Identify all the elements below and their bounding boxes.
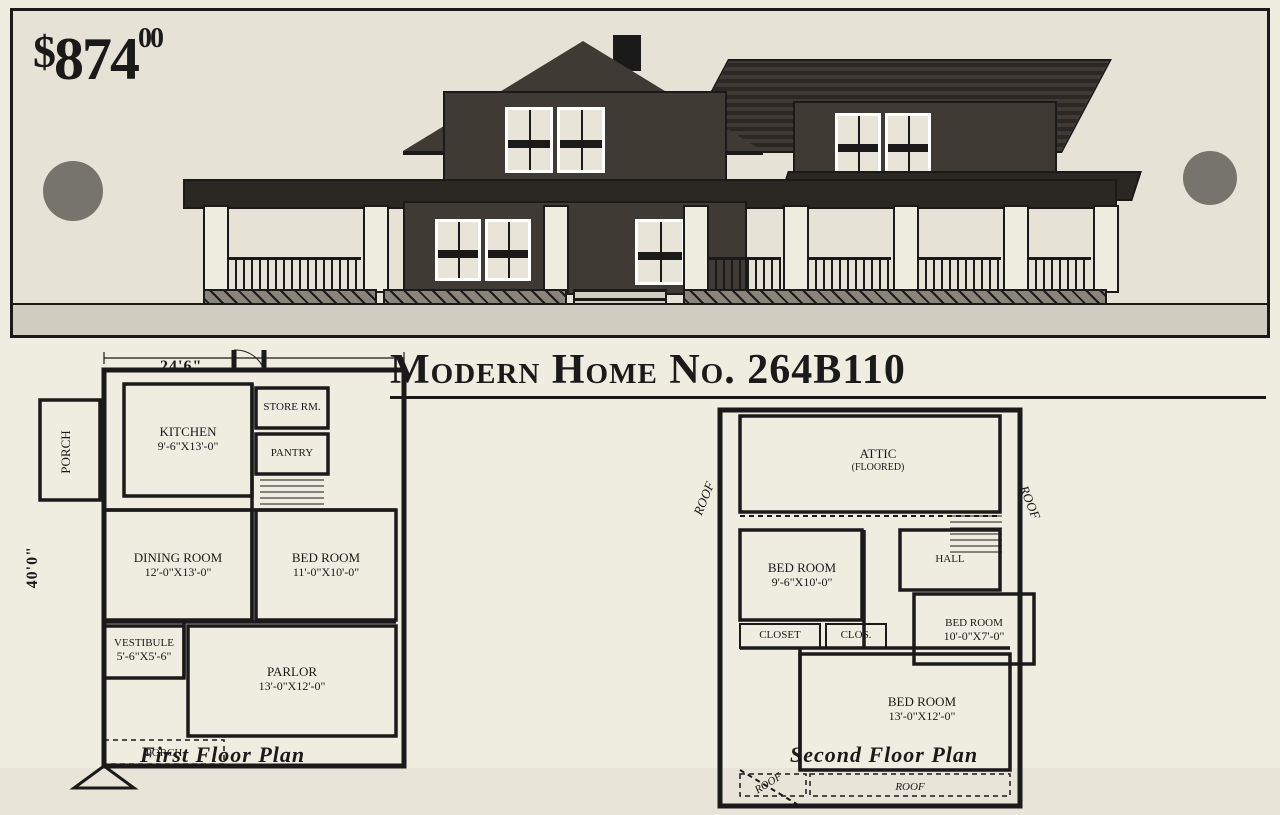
svg-text:STORE RM.: STORE RM. xyxy=(263,401,321,413)
price-dollars: 874 xyxy=(54,26,138,92)
svg-text:9'-6"X10'-0": 9'-6"X10'-0" xyxy=(772,575,833,589)
svg-text:13'-0"X12'-0": 13'-0"X12'-0" xyxy=(259,679,326,693)
svg-text:5'-6"X5'-6": 5'-6"X5'-6" xyxy=(117,649,172,663)
tree-left-icon xyxy=(43,161,103,221)
porch-pillar xyxy=(203,205,229,293)
porch-pillar xyxy=(683,205,709,293)
porch-pillar xyxy=(543,205,569,293)
svg-text:VESTIBULE: VESTIBULE xyxy=(114,637,174,649)
svg-text:12'-0"X13'-0": 12'-0"X13'-0" xyxy=(145,565,212,579)
svg-text:KITCHEN: KITCHEN xyxy=(159,424,217,439)
svg-text:PORCH: PORCH xyxy=(58,430,73,473)
svg-text:BED ROOM: BED ROOM xyxy=(768,560,837,575)
svg-text:13'-0"X12'-0": 13'-0"X12'-0" xyxy=(889,709,956,723)
svg-text:9'-6"X13'-0": 9'-6"X13'-0" xyxy=(158,439,219,453)
ground-line xyxy=(13,303,1267,335)
svg-text:CLOSET: CLOSET xyxy=(759,629,801,641)
svg-text:(FLOORED): (FLOORED) xyxy=(852,462,905,473)
svg-text:BED ROOM: BED ROOM xyxy=(292,550,361,565)
house-illustration: $87400 xyxy=(10,8,1270,338)
porch-pillar xyxy=(893,205,919,293)
svg-text:BED ROOM: BED ROOM xyxy=(945,617,1003,629)
first-floor-caption: First Floor Plan xyxy=(140,742,305,768)
tree-right-icon xyxy=(1183,151,1237,205)
svg-text:ROOF: ROOF xyxy=(894,781,925,793)
porch-pillar xyxy=(783,205,809,293)
svg-text:HALL: HALL xyxy=(935,553,965,565)
svg-text:CLOS.: CLOS. xyxy=(841,629,872,641)
porch-pillar xyxy=(363,205,389,293)
svg-text:PARLOR: PARLOR xyxy=(267,664,317,679)
porch-pillar xyxy=(1003,205,1029,293)
house-drawing xyxy=(143,41,1153,321)
svg-text:BED ROOM: BED ROOM xyxy=(888,694,957,709)
svg-text:ATTIC: ATTIC xyxy=(860,446,897,461)
svg-text:10'-0"X7'-0": 10'-0"X7'-0" xyxy=(944,629,1005,643)
svg-text:11'-0"X10'-0": 11'-0"X10'-0" xyxy=(293,565,359,579)
svg-text:DINING ROOM: DINING ROOM xyxy=(134,550,223,565)
svg-text:PANTRY: PANTRY xyxy=(271,447,313,459)
svg-text:ROOF: ROOF xyxy=(690,478,718,518)
second-floor-caption: Second Floor Plan xyxy=(790,742,978,768)
currency-symbol: $ xyxy=(33,26,54,77)
first-floor-plan: PORCH KITCHEN9'-6"X13'-0" STORE RM. PANTRY D… xyxy=(34,340,434,770)
porch-pillar xyxy=(1093,205,1119,293)
upper-wall-left xyxy=(443,91,727,185)
